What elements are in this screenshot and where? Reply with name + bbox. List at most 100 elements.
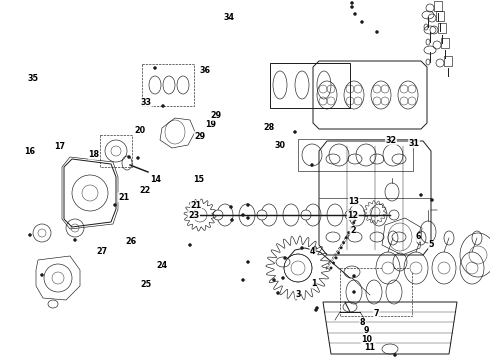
Ellipse shape	[294, 131, 296, 134]
Text: 25: 25	[141, 280, 151, 289]
Text: 24: 24	[156, 261, 167, 270]
Text: 28: 28	[263, 123, 274, 132]
Bar	[298, 139, 413, 171]
Text: 7: 7	[373, 309, 379, 318]
Text: 3: 3	[295, 290, 301, 299]
Bar	[438, 23, 446, 33]
Bar	[142, 64, 194, 106]
Ellipse shape	[301, 210, 311, 220]
Ellipse shape	[246, 216, 249, 220]
Ellipse shape	[153, 67, 156, 69]
Ellipse shape	[419, 194, 422, 197]
Text: 15: 15	[193, 175, 204, 184]
Ellipse shape	[189, 243, 192, 247]
Text: 27: 27	[97, 247, 107, 256]
Ellipse shape	[162, 104, 165, 108]
Ellipse shape	[350, 5, 353, 9]
Text: 8: 8	[360, 318, 366, 327]
Ellipse shape	[350, 226, 352, 229]
Ellipse shape	[311, 163, 314, 166]
Ellipse shape	[353, 13, 357, 15]
Text: 9: 9	[364, 326, 369, 335]
Ellipse shape	[272, 279, 275, 282]
Text: 22: 22	[139, 186, 150, 195]
Text: 16: 16	[24, 147, 35, 156]
Ellipse shape	[410, 262, 422, 274]
Ellipse shape	[316, 306, 318, 310]
Ellipse shape	[352, 221, 355, 224]
Ellipse shape	[338, 252, 340, 254]
Ellipse shape	[230, 219, 234, 221]
Ellipse shape	[246, 203, 249, 207]
Text: 30: 30	[275, 141, 286, 150]
Text: 18: 18	[89, 150, 99, 159]
Ellipse shape	[242, 213, 245, 216]
Bar	[340, 268, 412, 316]
Text: 21: 21	[191, 201, 201, 210]
Text: 1: 1	[311, 279, 317, 288]
Ellipse shape	[352, 291, 356, 293]
Ellipse shape	[127, 156, 130, 158]
Ellipse shape	[335, 257, 337, 259]
Ellipse shape	[393, 354, 396, 356]
Ellipse shape	[300, 247, 303, 249]
Bar	[270, 63, 350, 108]
Text: 2: 2	[350, 226, 356, 235]
Ellipse shape	[41, 274, 44, 276]
Ellipse shape	[354, 219, 356, 221]
Ellipse shape	[229, 206, 232, 208]
Text: 21: 21	[118, 193, 129, 202]
Text: 11: 11	[365, 343, 375, 352]
Ellipse shape	[389, 210, 399, 220]
Text: 31: 31	[409, 139, 419, 148]
Ellipse shape	[345, 237, 347, 239]
Ellipse shape	[74, 239, 76, 242]
Ellipse shape	[332, 262, 335, 264]
Ellipse shape	[361, 21, 364, 23]
Ellipse shape	[352, 274, 356, 278]
Ellipse shape	[431, 198, 434, 202]
Text: 5: 5	[428, 240, 434, 249]
Text: 4: 4	[310, 248, 316, 256]
Ellipse shape	[350, 1, 353, 5]
Text: 29: 29	[195, 132, 205, 141]
Ellipse shape	[315, 309, 318, 311]
Text: 34: 34	[224, 13, 235, 22]
Ellipse shape	[343, 242, 345, 244]
Ellipse shape	[213, 210, 223, 220]
Bar	[100, 135, 132, 167]
Ellipse shape	[257, 210, 267, 220]
Ellipse shape	[281, 276, 285, 279]
Ellipse shape	[242, 279, 245, 282]
Ellipse shape	[347, 231, 350, 234]
Text: 36: 36	[199, 66, 210, 75]
Ellipse shape	[284, 256, 287, 260]
Ellipse shape	[375, 31, 378, 33]
Text: 32: 32	[386, 136, 396, 145]
Text: 17: 17	[54, 143, 65, 152]
Ellipse shape	[276, 292, 279, 294]
Text: 19: 19	[205, 120, 216, 129]
Text: 29: 29	[210, 112, 221, 121]
Text: 14: 14	[150, 175, 161, 184]
Ellipse shape	[246, 261, 249, 264]
Ellipse shape	[28, 234, 31, 237]
Ellipse shape	[313, 284, 316, 287]
Text: 33: 33	[141, 98, 151, 107]
Ellipse shape	[114, 203, 117, 207]
Ellipse shape	[345, 210, 355, 220]
Ellipse shape	[314, 247, 317, 249]
Text: 35: 35	[28, 74, 39, 83]
Ellipse shape	[137, 157, 140, 159]
Bar	[444, 56, 452, 66]
Bar	[441, 38, 449, 48]
Text: 26: 26	[126, 237, 137, 246]
Bar	[434, 1, 442, 11]
Text: 12: 12	[347, 211, 358, 220]
Text: 20: 20	[134, 126, 145, 135]
Bar	[436, 11, 444, 21]
Text: 6: 6	[415, 233, 421, 242]
Ellipse shape	[466, 262, 478, 274]
Text: 13: 13	[348, 197, 359, 206]
Text: 23: 23	[188, 211, 199, 220]
